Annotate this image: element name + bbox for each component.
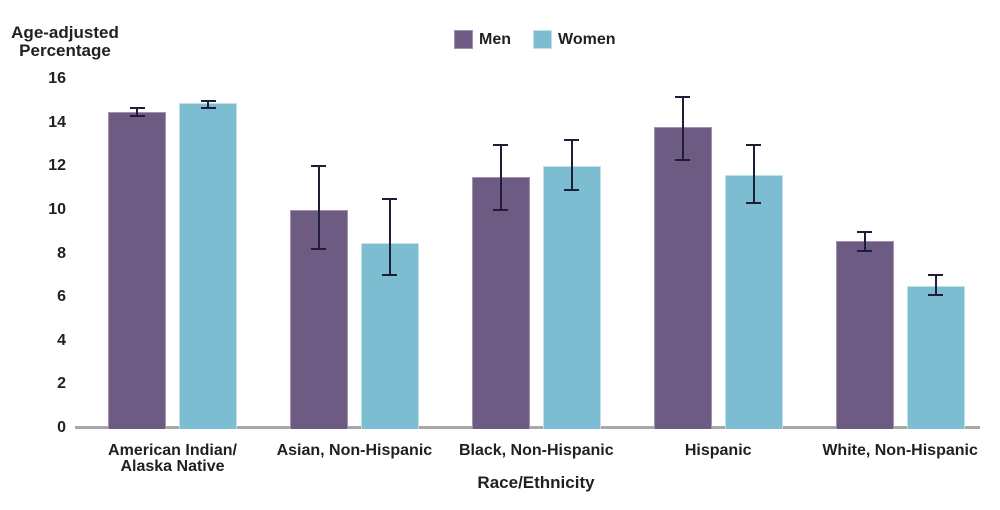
error-bar-men-group-5	[863, 231, 866, 252]
error-bar-cap	[857, 250, 873, 253]
error-bar-cap	[746, 143, 762, 146]
x-category-label: American Indian/ Alaska Native	[108, 442, 237, 475]
error-bar-cap	[200, 106, 216, 109]
error-bar-cap	[129, 115, 145, 118]
legend-item-men: Men	[454, 30, 511, 49]
y-tick-label: 14	[48, 113, 66, 131]
y-tick-label: 10	[48, 201, 66, 218]
error-bar-cap	[493, 209, 509, 211]
error-bar-cap	[382, 274, 398, 277]
x-category-label: Hispanic	[684, 442, 752, 459]
legend: Men Women	[454, 30, 615, 49]
y-tick-label: 6	[57, 288, 66, 306]
error-bar-cap	[129, 106, 145, 109]
y-axis-title: Age-adjusted Percentage	[11, 23, 119, 61]
error-bar-cap	[493, 143, 509, 146]
y-tick-label: 4	[57, 331, 66, 349]
error-bar-men-group-3	[499, 144, 502, 210]
error-bar-cap	[675, 158, 691, 161]
bar-men-group-3	[471, 177, 530, 429]
error-bar-men-group-4	[681, 96, 684, 160]
error-bar-women-group-3	[570, 140, 573, 191]
error-bar-cap	[675, 95, 691, 98]
error-bar-cap	[564, 139, 580, 142]
y-tick-label: 0	[57, 419, 66, 436]
error-bar-cap	[928, 294, 944, 297]
y-tick-label: 16	[48, 70, 66, 88]
y-tick-label: 12	[48, 157, 66, 175]
x-category-label: Black, Non-Hispanic	[458, 442, 614, 459]
y-tick-label: 2	[57, 375, 66, 393]
men-color-swatch	[454, 30, 473, 49]
legend-item-women: Women	[533, 30, 615, 49]
x-category-label: White, Non-Hispanic	[822, 442, 978, 459]
bar-women-group-3	[542, 166, 601, 429]
bar-women-group-1	[179, 103, 237, 429]
bar-men-group-5	[835, 240, 894, 429]
legend-label-men: Men	[479, 30, 511, 48]
error-bar-men-group-2	[317, 166, 320, 250]
error-bar-cap	[311, 165, 327, 168]
error-bar-cap	[746, 202, 762, 205]
x-category-label: Asian, Non-Hispanic	[276, 442, 433, 459]
bar-women-group-4	[724, 175, 783, 429]
y-tick-label: 8	[57, 244, 66, 262]
error-bar-men-group-1	[136, 107, 138, 117]
error-bar-cap	[311, 248, 327, 251]
legend-label-women: Women	[558, 30, 616, 48]
error-bar-cap	[382, 198, 398, 201]
bar-men-group-4	[653, 127, 712, 429]
women-color-swatch	[533, 30, 552, 49]
error-bar-cap	[928, 274, 944, 277]
error-bar-cap	[857, 230, 873, 233]
error-bar-women-group-5	[934, 275, 937, 295]
error-bar-women-group-4	[752, 144, 755, 204]
error-bar-cap	[564, 189, 580, 192]
error-bar-women-group-2	[388, 199, 391, 276]
error-bar-women-group-1	[207, 101, 209, 108]
error-bar-cap	[200, 100, 216, 102]
bar-men-group-1	[108, 111, 166, 429]
bar-women-group-5	[906, 286, 965, 429]
x-axis-title: Race/Ethnicity	[477, 473, 595, 492]
